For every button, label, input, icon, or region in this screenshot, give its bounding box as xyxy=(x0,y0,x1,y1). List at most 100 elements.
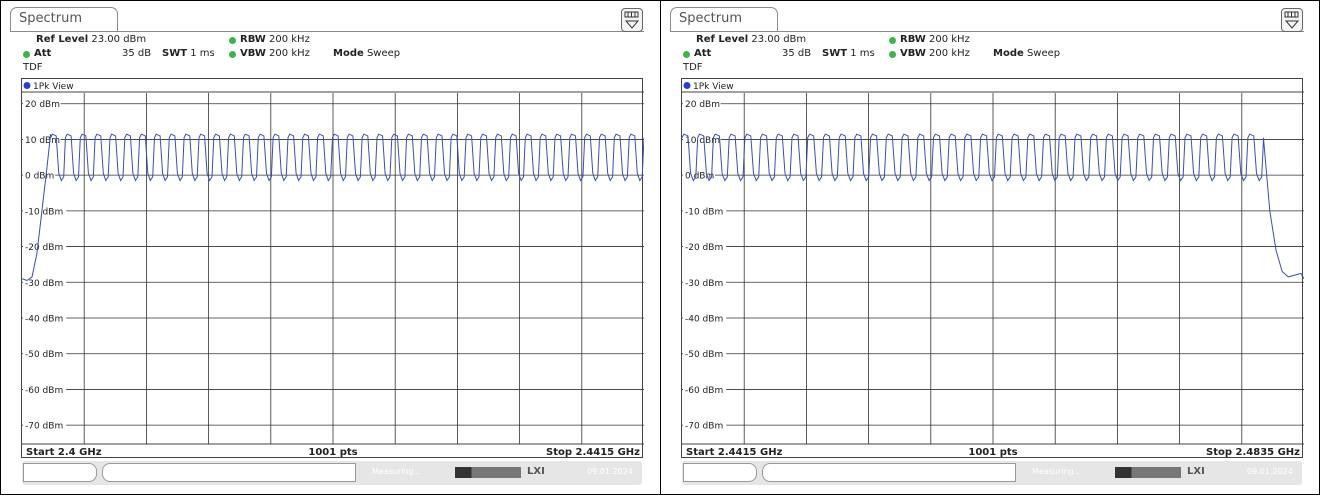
att-label: Att xyxy=(34,48,52,59)
swt-readout: SWT 1 ms xyxy=(822,48,875,59)
status-text: Measuring... xyxy=(1032,467,1082,476)
status-field-1[interactable] xyxy=(23,463,97,482)
lxi-icon: LXI xyxy=(527,466,545,477)
swt-readout: SWT 1 ms xyxy=(162,48,215,59)
att-value: 35 dB xyxy=(122,48,152,59)
status-bar: Measuring... LXI 09.01.2024 xyxy=(682,461,1302,485)
tdf-label: TDF xyxy=(683,62,703,73)
display-config-icon[interactable] xyxy=(1281,8,1303,32)
trace-1-indicator-icon xyxy=(683,82,691,89)
y-tick-label-bg xyxy=(683,204,727,216)
tab-spectrum[interactable]: Spectrum xyxy=(670,7,778,31)
y-tick-label-bg xyxy=(683,97,721,109)
status-bar: Measuring... LXI 09.01.2024 xyxy=(22,461,642,485)
y-tick-label-bg xyxy=(23,204,67,216)
tdf-label: TDF xyxy=(23,62,43,73)
ref-level-readout: Ref Level 23.00 dBm xyxy=(36,34,147,45)
y-tick-label: -60 dBm xyxy=(685,386,723,396)
y-tick-label-bg xyxy=(683,276,727,288)
ref-level-readout: Ref Level 23.00 dBm xyxy=(696,34,807,45)
y-tick-label-bg xyxy=(23,240,67,252)
trace-1-indicator-icon xyxy=(23,82,31,89)
y-tick-label-bg xyxy=(23,133,61,145)
y-tick-label: -50 dBm xyxy=(25,350,63,360)
status-field-1[interactable] xyxy=(683,463,757,482)
y-tick-label: -30 dBm xyxy=(25,279,63,289)
y-tick-label-bg xyxy=(23,276,67,288)
y-tick-label: -40 dBm xyxy=(685,315,723,325)
y-tick-label-bg xyxy=(683,240,727,252)
spectrum-plot[interactable]: 1Pk View 20 dBm 10 dBm 0 dBm -10 dBm -20 dBm -… xyxy=(681,78,1304,458)
y-tick-label: 20 dBm xyxy=(685,100,720,110)
tab-underline xyxy=(670,31,1304,32)
y-tick-label-bg xyxy=(683,419,727,431)
points-label: 1001 pts xyxy=(968,447,1017,458)
start-frequency-label: Start 2.4 GHz xyxy=(26,447,102,458)
y-tick-label-bg xyxy=(683,169,715,181)
mode-readout: Mode Sweep xyxy=(993,48,1061,59)
y-tick-label: 10 dBm xyxy=(685,136,720,146)
rbw-coupled-led-icon xyxy=(889,37,896,44)
y-tick-label-bg xyxy=(23,312,67,323)
y-tick-label: -10 dBm xyxy=(25,207,63,217)
y-tick-label: -70 dBm xyxy=(25,422,63,432)
y-tick-label: -20 dBm xyxy=(25,243,63,253)
status-field-2[interactable] xyxy=(102,463,356,482)
tab-underline xyxy=(10,31,644,32)
y-tick-label: -10 dBm xyxy=(685,207,723,217)
trace-label: 1Pk View xyxy=(33,82,74,92)
panel-divider xyxy=(660,0,661,495)
tab-spectrum[interactable]: Spectrum xyxy=(10,7,118,31)
spectrum-plot-svg: 1Pk View 20 dBm 10 dBm 0 dBm -10 dBm -20 dBm -… xyxy=(22,82,644,458)
y-tick-label: -40 dBm xyxy=(25,315,63,325)
trace-1-line xyxy=(682,133,1304,279)
start-frequency-label: Start 2.4415 GHz xyxy=(686,447,783,458)
lxi-icon: LXI xyxy=(1187,466,1205,477)
y-tick-label: -20 dBm xyxy=(685,243,723,253)
y-tick-label-bg xyxy=(683,347,727,359)
mode-readout: Mode Sweep xyxy=(333,48,401,59)
y-tick-label: -70 dBm xyxy=(685,422,723,432)
y-tick-label-bg xyxy=(23,419,67,431)
rbw-readout: RBW 200 kHz xyxy=(900,34,970,45)
progress-bar xyxy=(1115,467,1181,478)
vbw-readout: VBW 200 kHz xyxy=(240,48,310,59)
y-tick-label-bg xyxy=(23,169,55,181)
trace-1-line xyxy=(22,133,644,282)
att-coupled-led-icon xyxy=(23,51,30,58)
stop-frequency-label: Stop 2.4415 GHz xyxy=(546,447,640,458)
vbw-coupled-led-icon xyxy=(889,51,896,58)
spectrum-plot-svg: 1Pk View 20 dBm 10 dBm 0 dBm -10 dBm -20 dBm -… xyxy=(682,82,1304,458)
y-tick-label-bg xyxy=(23,347,67,359)
progress-bar xyxy=(455,467,521,478)
vbw-coupled-led-icon xyxy=(229,51,236,58)
y-tick-label: 0 dBm xyxy=(685,172,714,182)
att-coupled-led-icon xyxy=(683,51,690,58)
y-tick-label: -30 dBm xyxy=(685,279,723,289)
status-date: 09.01.2024 xyxy=(587,467,633,476)
y-tick-label-bg xyxy=(683,383,727,395)
att-label: Att xyxy=(694,48,712,59)
status-field-2[interactable] xyxy=(762,463,1016,482)
vbw-readout: VBW 200 kHz xyxy=(900,48,970,59)
display-config-icon[interactable] xyxy=(621,8,643,32)
att-value: 35 dB xyxy=(782,48,812,59)
rbw-coupled-led-icon xyxy=(229,37,236,44)
status-text: Measuring... xyxy=(372,467,422,476)
spectrum-plot[interactable]: 1Pk View 20 dBm 10 dBm 0 dBm -10 dBm -20 dBm -… xyxy=(21,78,644,458)
spectrum-panel-left: Spectrum Ref Level 23.00 dBm RBW 200 kHz… xyxy=(10,7,644,485)
status-date: 09.01.2024 xyxy=(1247,467,1293,476)
rbw-readout: RBW 200 kHz xyxy=(240,34,310,45)
y-tick-label-bg xyxy=(23,383,67,395)
y-tick-label: -60 dBm xyxy=(25,386,63,396)
stop-frequency-label: Stop 2.4835 GHz xyxy=(1206,447,1300,458)
y-tick-label-bg xyxy=(683,312,727,323)
y-tick-label: 10 dBm xyxy=(25,136,60,146)
trace-label: 1Pk View xyxy=(693,82,734,92)
y-tick-label-bg xyxy=(23,97,61,109)
y-tick-label-bg xyxy=(683,133,721,145)
spectrum-panel-right: Spectrum Ref Level 23.00 dBm RBW 200 kHz… xyxy=(660,0,1320,495)
y-tick-label: 0 dBm xyxy=(25,172,54,182)
y-tick-label: -50 dBm xyxy=(685,350,723,360)
y-tick-label: 20 dBm xyxy=(25,100,60,110)
